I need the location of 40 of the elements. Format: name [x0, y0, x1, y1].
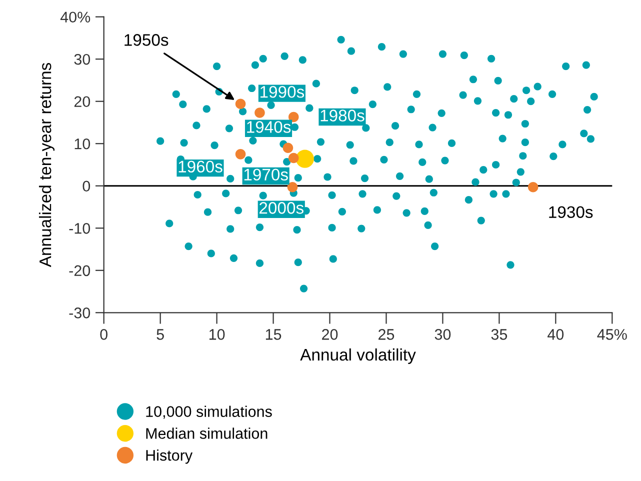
y-tick-label: -20: [69, 265, 90, 276]
annotation: 1980s: [320, 110, 364, 122]
x-tick-label: 45%: [597, 329, 627, 340]
x-tick-label: 15: [266, 329, 282, 340]
annotation: 1970s: [244, 168, 288, 181]
point: [235, 98, 246, 110]
annotation: 2000s: [260, 202, 304, 214]
y-tick-label: 40%: [60, 12, 90, 23]
x-tick-label: 30: [434, 329, 451, 340]
x-tick-label: 25: [378, 329, 394, 340]
annotation: 1950s: [124, 34, 168, 46]
annotation: 1990s: [260, 86, 304, 98]
point: [528, 182, 538, 192]
point: [282, 142, 294, 153]
point: [235, 149, 246, 160]
y-tick-label: 30: [74, 54, 90, 65]
point: [288, 152, 299, 164]
point: [287, 182, 298, 192]
x-axis-title: Annual volatility: [300, 348, 416, 364]
x-tick-label: 0: [100, 329, 108, 340]
x-tick-label: 40: [548, 329, 564, 340]
x-tick-label: 10: [209, 329, 225, 340]
y-tick-label: 0: [82, 180, 90, 192]
annotation: 1940s: [247, 121, 291, 133]
legend-label: 10,000 simulations: [146, 406, 272, 419]
x-tick-label: 5: [156, 329, 164, 340]
y-tick-label: 10: [74, 138, 90, 150]
y-tick-label: -10: [69, 223, 90, 234]
point: [288, 112, 299, 122]
y-tick-label: -30: [69, 308, 90, 318]
point: [254, 108, 265, 118]
annotation: 1960s: [178, 160, 222, 173]
legend-label: Median simulation: [146, 428, 268, 439]
point: [296, 150, 314, 168]
y-axis-title: Annualized ten-year returns: [38, 62, 55, 268]
x-tick-label: 20: [322, 329, 338, 340]
y-tick-label: 20: [74, 96, 90, 108]
legend-label: History: [146, 450, 193, 464]
annotation: 1930s: [549, 206, 593, 218]
x-tick-label: 35: [491, 329, 508, 340]
